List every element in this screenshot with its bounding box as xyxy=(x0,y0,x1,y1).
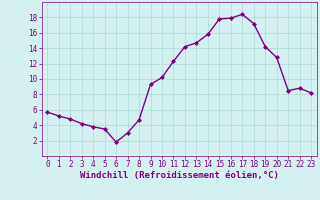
X-axis label: Windchill (Refroidissement éolien,°C): Windchill (Refroidissement éolien,°C) xyxy=(80,171,279,180)
